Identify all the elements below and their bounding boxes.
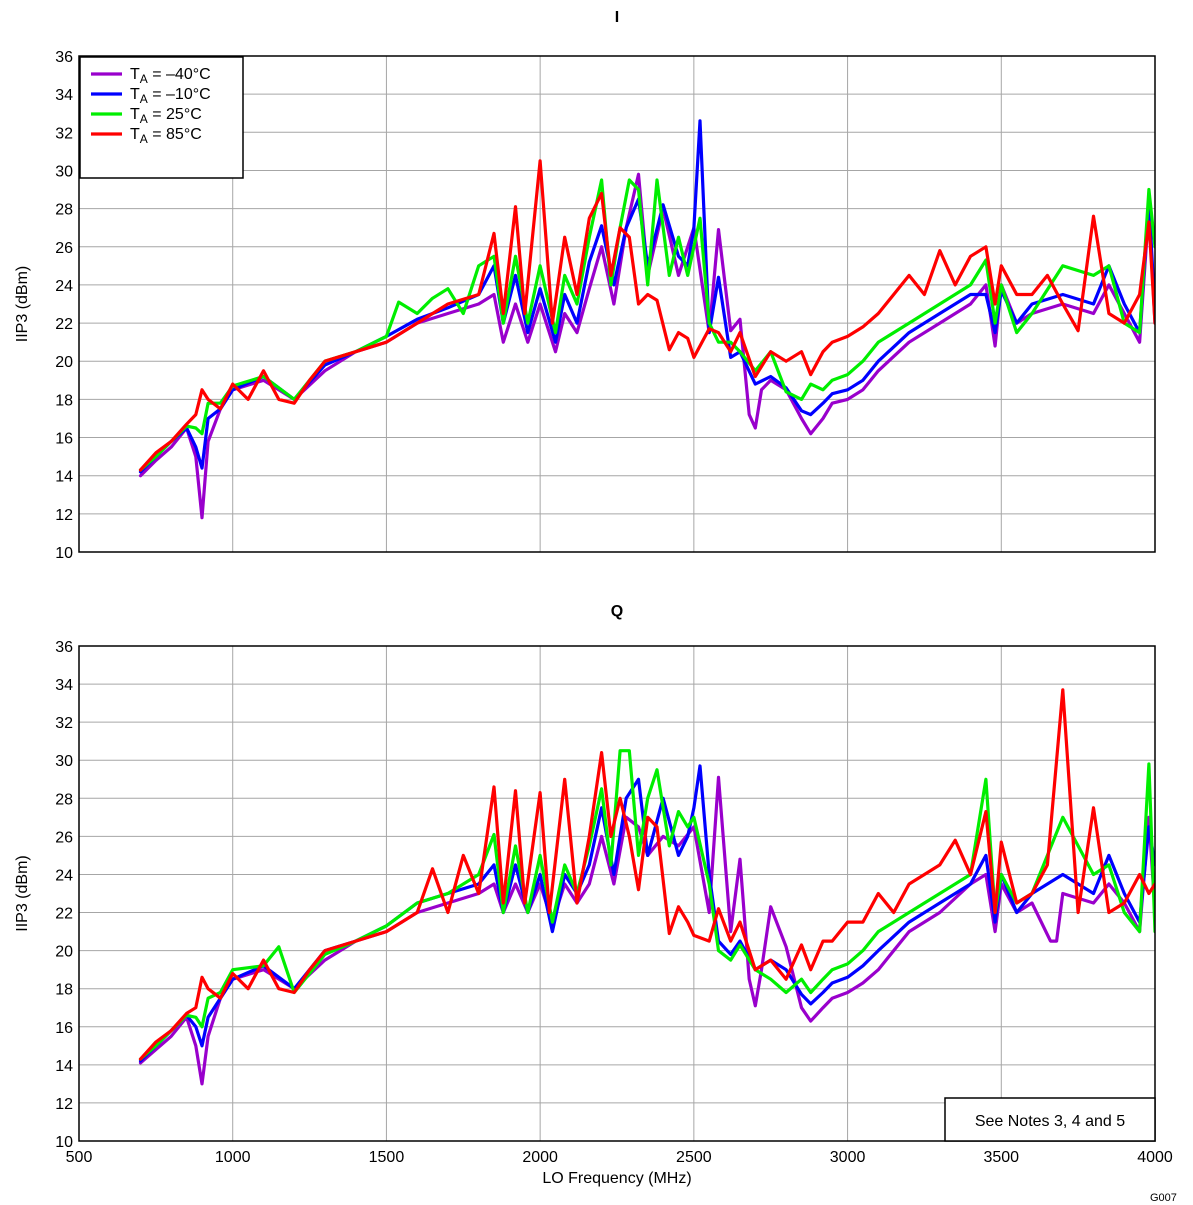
chart-q-ytick-label: 20 (55, 944, 73, 961)
legend-box (79, 56, 244, 179)
chart-i-ytick-label: 18 (55, 392, 73, 409)
chart-q-ylabel: IIP3 (dBm) (14, 855, 31, 931)
chart-q-ytick-label: 32 (55, 715, 73, 732)
chart-i-series-4-line (138, 159, 1155, 472)
legend-entry-label: TA = 85°C (130, 126, 202, 146)
chart-q-xtick-label: 3000 (830, 1149, 866, 1166)
chart-q-xlabel: LO Frequency (MHz) (542, 1170, 691, 1187)
legend-entry-label: TA = –40°C (130, 66, 211, 86)
chart-i: I 10 12 14 16 18 20 22 24 26 28 30 32 34 36 IIP3 (dBm) T… (14, 9, 1156, 562)
chart-i-ytick-label: 20 (55, 354, 73, 371)
chart-q-ytick-label: 14 (55, 1058, 73, 1075)
chart-i-ytick-label: 28 (55, 202, 73, 219)
chart-q-ytick-label: 10 (55, 1134, 73, 1151)
chart-q-plot-frame (78, 645, 1156, 1142)
chart-q-xtick-label: 2500 (676, 1149, 712, 1166)
chart-q-ytick-label: 18 (55, 982, 73, 999)
figure-id: G007 (1150, 1192, 1177, 1204)
note-text: See Notes 3, 4 and 5 (975, 1113, 1125, 1130)
chart-q-ytick-label: 36 (55, 639, 73, 656)
chart-q-xtick-label: 4000 (1137, 1149, 1173, 1166)
chart-i-ytick-label: 22 (55, 316, 73, 333)
chart-i-ytick-label: 34 (55, 87, 73, 104)
chart-q-series-4-line (138, 688, 1155, 1061)
chart-i-grid (79, 56, 1155, 552)
chart-q-series-group (138, 688, 1155, 1086)
chart-i-legend: TA = –40°CTA = –10°CTA = 25°CTA = 85°C (79, 56, 244, 179)
chart-q-ytick-label: 22 (55, 906, 73, 923)
chart-q-xtick-label: 500 (66, 1149, 93, 1166)
chart-i-ytick-label: 26 (55, 240, 73, 257)
chart-i-plot-frame (78, 55, 1156, 553)
chart-i-ytick-label: 16 (55, 431, 73, 448)
chart-i-ytick-label: 10 (55, 545, 73, 562)
chart-q-ytick-label: 30 (55, 753, 73, 770)
note-box (944, 1097, 1156, 1142)
chart-q-xtick-label: 3500 (983, 1149, 1019, 1166)
legend-entry-label: TA = 25°C (130, 106, 202, 126)
chart-q-ytick-label: 34 (55, 677, 73, 694)
chart-q-ytick-label: 26 (55, 829, 73, 846)
chart-q-note: See Notes 3, 4 and 5 (944, 1097, 1156, 1142)
chart-i-title: I (615, 9, 619, 26)
chart-q-ytick-label: 12 (55, 1096, 73, 1113)
chart-q-xtick-label: 2000 (522, 1149, 558, 1166)
chart-i-ytick-label: 30 (55, 163, 73, 180)
chart-i-series-group (138, 119, 1155, 520)
chart-q: Q 10 12 14 16 18 20 22 24 26 28 30 32 34 36 500 1000 1500… (14, 603, 1173, 1187)
chart-q-xtick-label: 1500 (369, 1149, 405, 1166)
legend-entry-label: TA = –10°C (130, 86, 211, 106)
chart-q-xtick-label: 1000 (215, 1149, 251, 1166)
chart-q-title: Q (611, 603, 623, 620)
chart-i-ytick-label: 24 (55, 278, 73, 295)
chart-i-ytick-label: 32 (55, 125, 73, 142)
chart-i-ylabel: IIP3 (dBm) (14, 266, 31, 342)
chart-i-ytick-label: 12 (55, 507, 73, 524)
chart-i-ytick-label: 14 (55, 469, 73, 486)
chart-i-ytick-label: 36 (55, 49, 73, 66)
chart-q-ytick-label: 28 (55, 791, 73, 808)
chart-q-ytick-label: 16 (55, 1020, 73, 1037)
chart-q-ytick-label: 24 (55, 867, 73, 884)
